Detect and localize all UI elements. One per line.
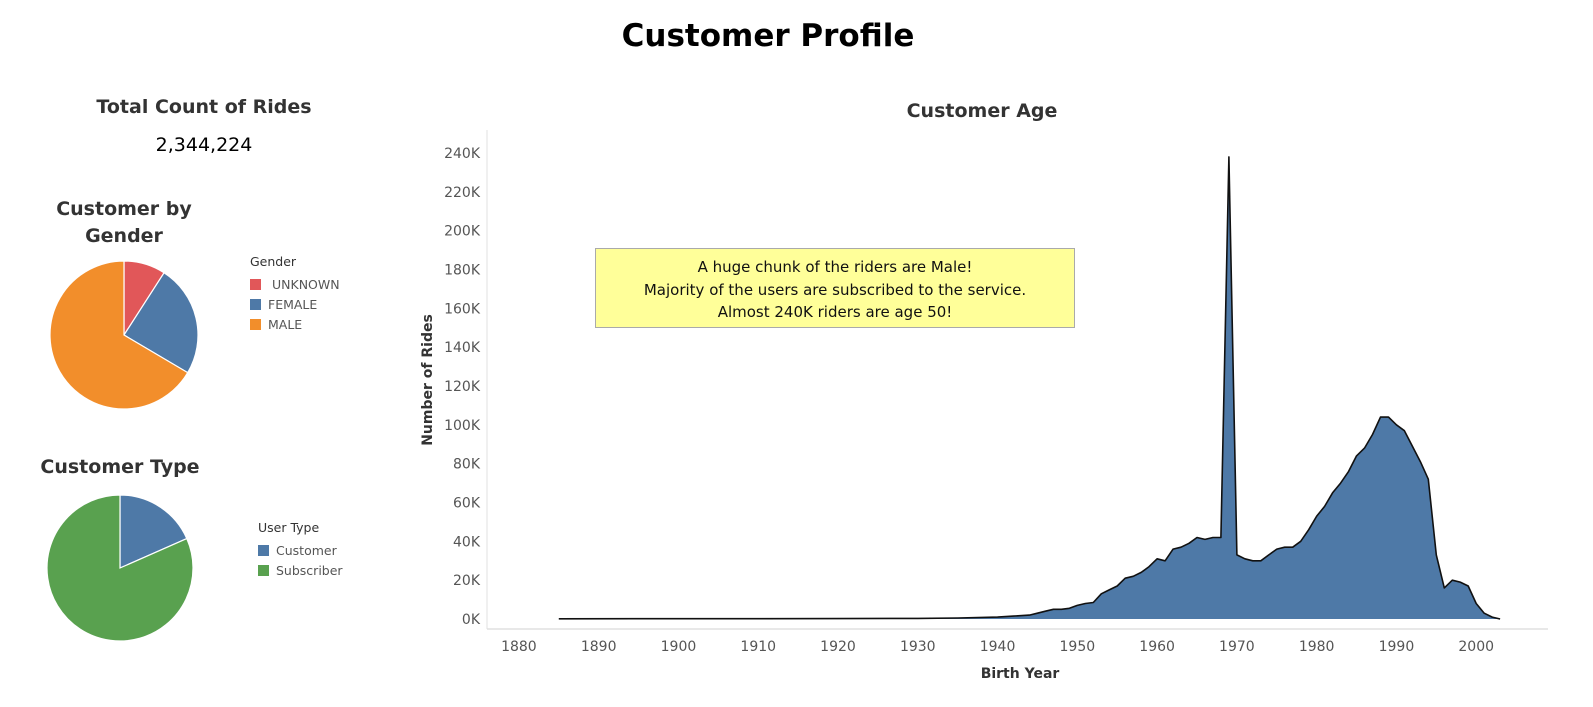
- x-tick-label: 1920: [820, 639, 856, 655]
- x-tick-label: 1990: [1379, 639, 1415, 655]
- kpi-title: Total Count of Rides: [96, 96, 312, 118]
- legend-swatch-female: [250, 298, 261, 310]
- gender-legend: Gender UNKNOWN FEMALE MALE: [250, 254, 340, 334]
- gender-pie-title-line-1: Customer by: [56, 198, 192, 220]
- legend-item-customer[interactable]: Customer: [258, 540, 343, 560]
- gender-legend-title: Gender: [250, 254, 297, 269]
- legend-swatch-subscriber: [258, 564, 269, 576]
- x-tick-label: 1980: [1299, 639, 1335, 655]
- user-type-legend-title: User Type: [258, 520, 320, 535]
- legend-label-customer: Customer: [276, 542, 337, 558]
- gender-pie-slice-male[interactable]: [49, 260, 189, 410]
- user-type-pie-slice-customer[interactable]: [119, 494, 188, 569]
- x-tick-label: 2000: [1458, 639, 1494, 655]
- legend-label-female: FEMALE: [268, 296, 318, 312]
- legend-item-female[interactable]: FEMALE: [250, 294, 340, 314]
- gender-pie-title: Customer by Gender: [24, 196, 224, 250]
- y-tick-label: 120K: [444, 379, 481, 395]
- y-tick-label: 220K: [444, 185, 481, 201]
- area-series-fill[interactable]: [558, 156, 1501, 619]
- gender-pie-slice-female[interactable]: [123, 271, 199, 374]
- page-title: Customer Profile: [621, 18, 915, 54]
- x-tick-label: 1940: [980, 639, 1016, 655]
- legend-swatch-male: [250, 318, 261, 330]
- x-tick-label: 1950: [1060, 639, 1096, 655]
- age-area-chart: 0K 20K 40K 60K 80K 100K 120K 140K 160K 180K 200K 22…: [420, 130, 1548, 682]
- annotation-line-3: Almost 240K riders are age 50!: [717, 303, 953, 321]
- x-tick-label: 1960: [1139, 639, 1175, 655]
- kpi-value: 2,344,224: [155, 134, 253, 156]
- y-tick-label: 160K: [444, 301, 481, 317]
- y-tick-label: 60K: [453, 496, 481, 512]
- y-tick-label: 200K: [444, 224, 481, 240]
- annotation-line-2: Majority of the users are subscribed to …: [643, 280, 1027, 299]
- legend-item-subscriber[interactable]: Subscriber: [258, 560, 343, 580]
- legend-label-subscriber: Subscriber: [276, 562, 343, 578]
- y-tick-label: 80K: [453, 457, 481, 473]
- gender-pie-title-line-2: Gender: [85, 225, 163, 247]
- x-tick-label: 1910: [740, 639, 776, 655]
- user-type-legend: User Type Customer Subscriber: [258, 520, 343, 580]
- gender-pie[interactable]: [49, 260, 199, 410]
- legend-item-unknown[interactable]: UNKNOWN: [250, 274, 340, 294]
- age-chart-title: Customer Age: [906, 100, 1058, 122]
- y-tick-label: 0K: [462, 612, 481, 628]
- legend-swatch-unknown: [250, 278, 261, 290]
- x-tick-label: 1890: [581, 639, 617, 655]
- legend-label-unknown: UNKNOWN: [272, 276, 340, 292]
- pie-charts: [46, 260, 199, 642]
- user-type-pie[interactable]: [46, 494, 194, 642]
- y-tick-label: 140K: [444, 340, 481, 356]
- legend-swatch-customer: [258, 544, 269, 556]
- y-tick-label: 100K: [444, 418, 481, 434]
- y-tick-label: 40K: [453, 534, 481, 550]
- x-axis-title: Birth Year: [981, 666, 1060, 682]
- x-tick-label: 1880: [501, 639, 537, 655]
- legend-label-male: MALE: [268, 316, 303, 332]
- x-tick-label: 1970: [1219, 639, 1255, 655]
- y-tick-label: 180K: [444, 263, 481, 279]
- area-series-outline: [558, 156, 1501, 620]
- annotation-line-1: A huge chunk of the riders are Male!: [697, 258, 973, 276]
- x-tick-label: 1900: [661, 639, 697, 655]
- y-tick-label: 20K: [453, 573, 481, 589]
- y-tick-label: 240K: [444, 146, 481, 162]
- annotation-box: A huge chunk of the riders are Male! Maj…: [595, 248, 1075, 328]
- y-axis-title: Number of Rides: [420, 314, 436, 446]
- user-type-pie-title: Customer Type: [40, 456, 200, 478]
- user-type-pie-slice-subscriber[interactable]: [46, 494, 194, 642]
- legend-item-male[interactable]: MALE: [250, 314, 340, 334]
- x-tick-label: 1930: [900, 639, 936, 655]
